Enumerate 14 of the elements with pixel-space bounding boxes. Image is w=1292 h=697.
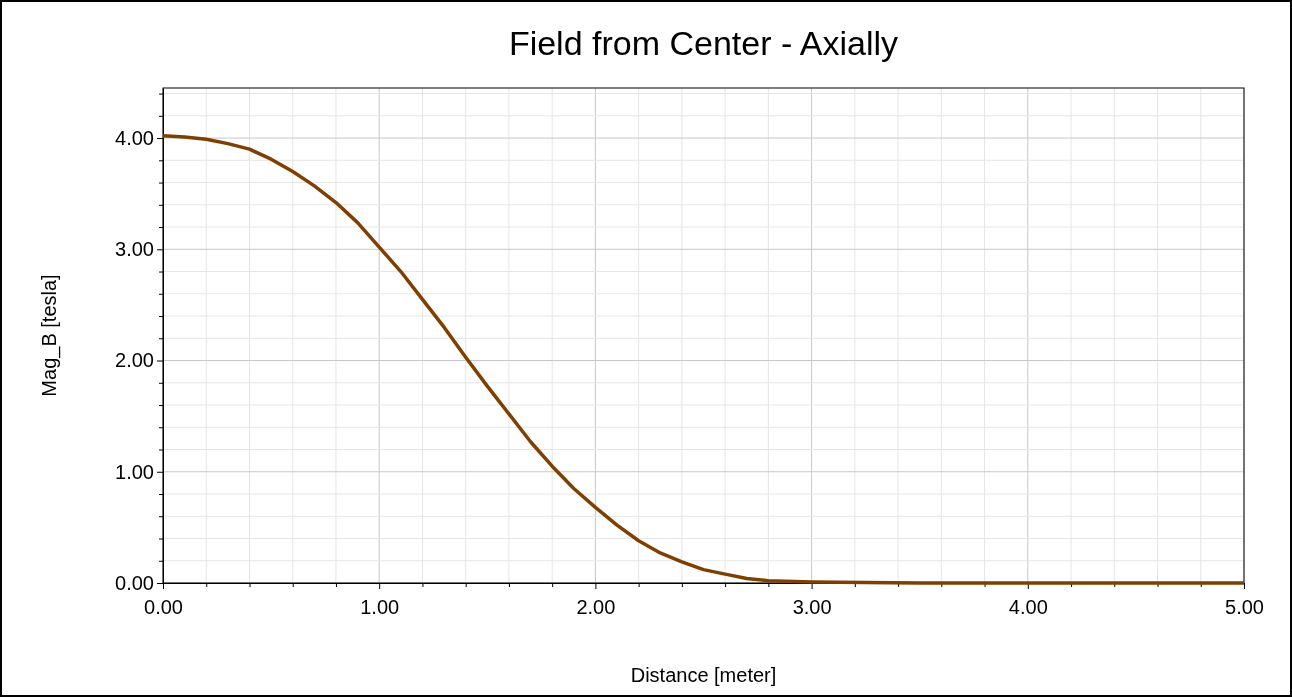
y-tick-label: 2.00 — [115, 349, 154, 372]
x-tick-label: 5.00 — [1225, 596, 1264, 618]
y-tick-label: 4.00 — [115, 126, 154, 149]
x-tick-label: 4.00 — [1008, 596, 1048, 618]
y-tick-label: 3.00 — [115, 238, 154, 261]
chart-title: Field from Center - Axially — [508, 24, 899, 62]
x-tick-label: 3.00 — [792, 596, 832, 618]
x-axis-title: Distance [meter] — [630, 664, 777, 686]
x-tick-label: 2.00 — [576, 596, 616, 618]
x-tick-label: 1.00 — [360, 596, 400, 618]
y-tick-label: 1.00 — [115, 460, 154, 483]
y-axis-title: Mag_B [tesla] — [38, 274, 61, 397]
x-tick-label: 0.00 — [144, 596, 183, 618]
y-tick-label: 0.00 — [115, 571, 154, 594]
